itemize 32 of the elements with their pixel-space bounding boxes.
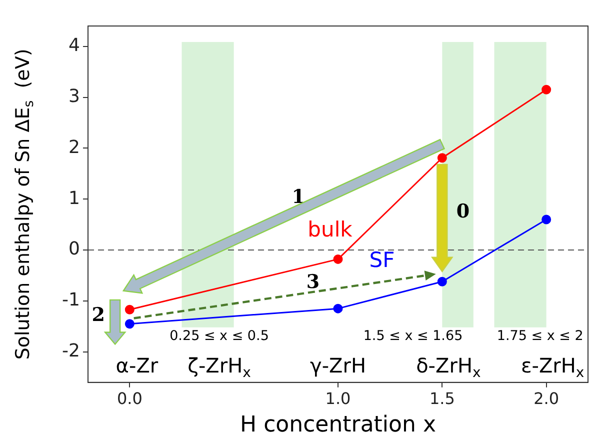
point bbox=[124, 304, 134, 314]
annotation: 1 bbox=[292, 186, 306, 208]
annotation: 1.5 ≤ x ≤ 1.65 bbox=[363, 328, 463, 344]
x-tick-label: 1.0 bbox=[325, 389, 351, 408]
point bbox=[437, 153, 447, 163]
annotation: 0.25 ≤ x ≤ 0.5 bbox=[170, 328, 269, 344]
y-tick-label: 3 bbox=[68, 86, 80, 107]
point bbox=[542, 84, 552, 94]
annotation: 1.75 ≤ x ≤ 2 bbox=[496, 328, 584, 344]
point bbox=[124, 319, 134, 329]
annotation: 0 bbox=[456, 200, 470, 222]
x-tick-label: 0.0 bbox=[116, 389, 142, 408]
annotation: 3 bbox=[306, 271, 320, 294]
y-tick-label: -2 bbox=[62, 340, 80, 362]
y-tick-label: -1 bbox=[62, 290, 80, 311]
annotation: α-Zr bbox=[116, 353, 159, 378]
point bbox=[333, 254, 343, 264]
point bbox=[333, 304, 343, 314]
point bbox=[542, 214, 552, 224]
y-tick-label: 0 bbox=[68, 238, 80, 260]
x-tick-label: 1.5 bbox=[429, 389, 455, 408]
y-tick-label: 4 bbox=[68, 35, 80, 56]
point bbox=[437, 276, 447, 286]
series-label: SF bbox=[369, 248, 395, 272]
annotation: 2 bbox=[92, 304, 106, 326]
y-axis-title: Solution enthalpy of Sn ΔEs (eV) bbox=[12, 48, 38, 360]
annotation: γ-ZrH bbox=[310, 353, 366, 378]
y-tick-label: 2 bbox=[68, 136, 80, 158]
x-axis-title: H concentration x bbox=[240, 412, 436, 438]
y-tick-label: 1 bbox=[68, 188, 80, 209]
series-label: bulk bbox=[308, 218, 354, 242]
x-tick-label: 2.0 bbox=[534, 389, 560, 408]
